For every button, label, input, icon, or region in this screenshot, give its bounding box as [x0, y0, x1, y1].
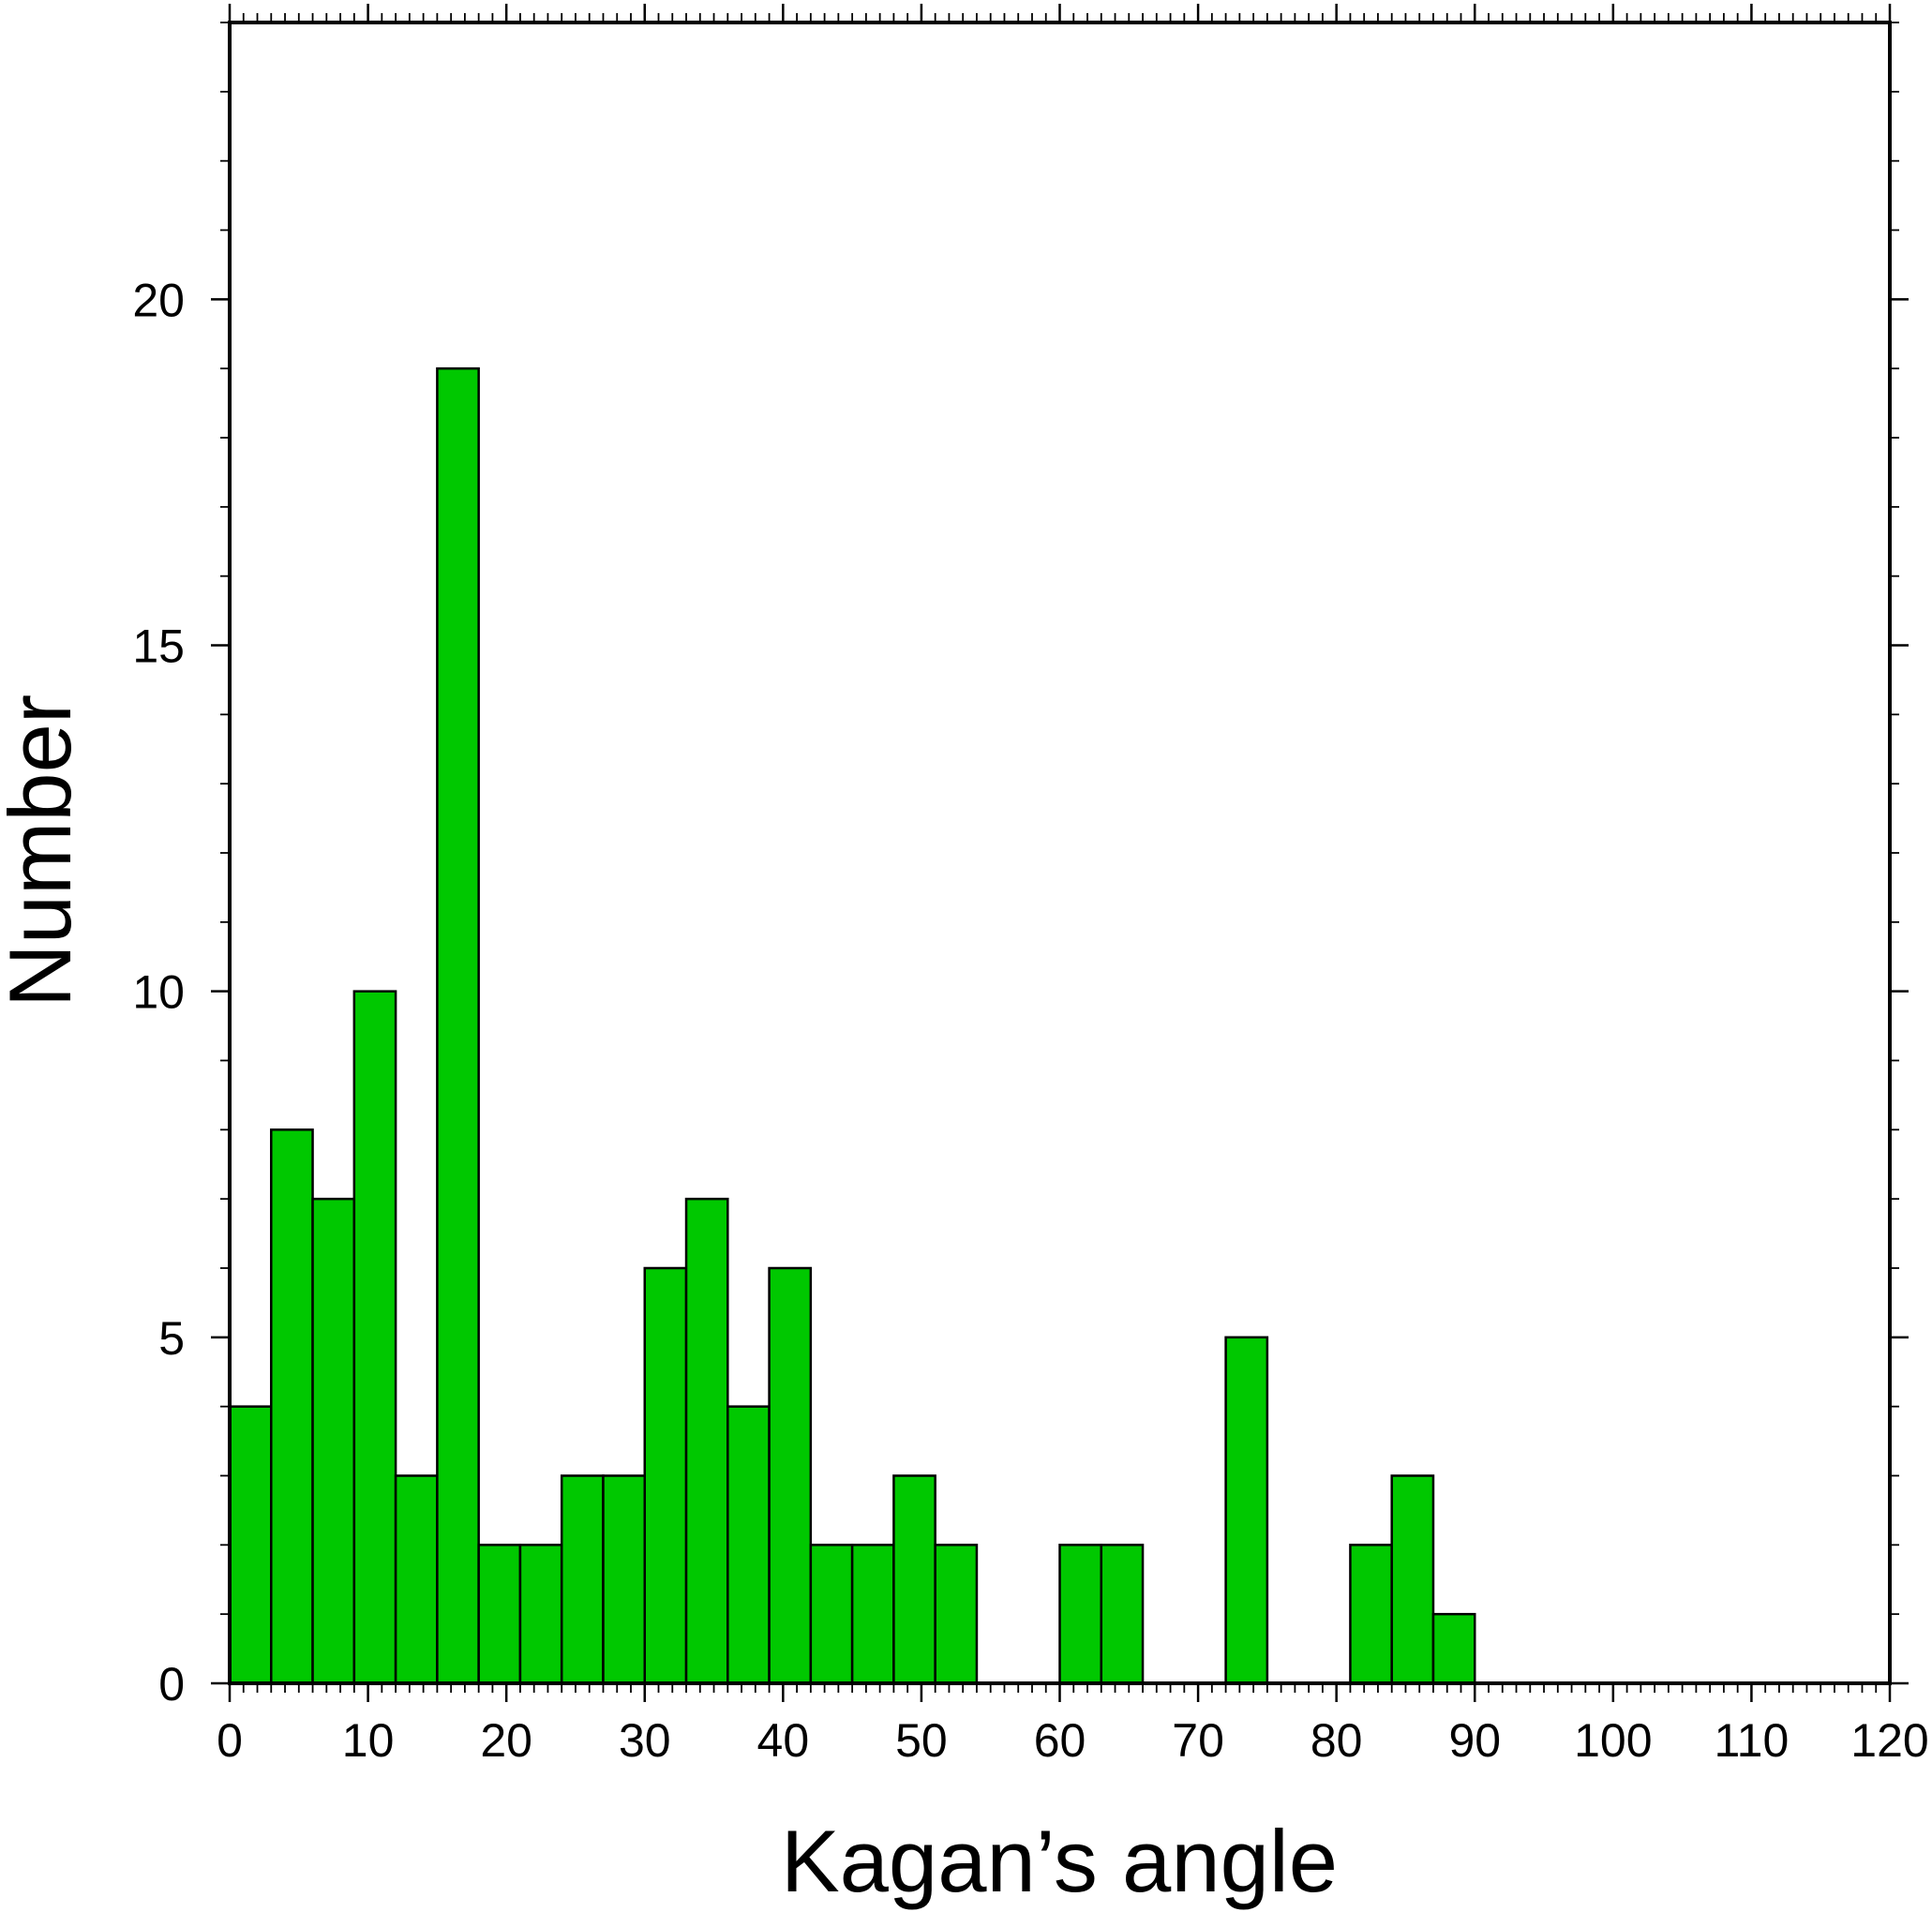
plot-frame — [228, 21, 1892, 1685]
y-axis-title: Number — [0, 695, 89, 1008]
histogram-bar — [270, 1128, 314, 1685]
histogram-bar — [518, 1544, 563, 1685]
x-tick-labels: 0 10 20 30 40 50 60 70 80 90 100 110 120 — [217, 1714, 1929, 1767]
x-tick-label: 60 — [1034, 1714, 1086, 1767]
histogram-bar — [1058, 1544, 1103, 1685]
histogram-bar — [850, 1544, 895, 1685]
histogram-bar — [643, 1266, 688, 1685]
x-tick-label: 90 — [1448, 1714, 1501, 1767]
x-tick-label: 20 — [480, 1714, 532, 1767]
x-tick-label: 110 — [1715, 1714, 1790, 1767]
histogram-bar — [1224, 1336, 1269, 1685]
y-tick-label: 5 — [158, 1312, 185, 1365]
y-tick-label: 0 — [158, 1658, 185, 1710]
histogram-bar — [228, 1405, 273, 1685]
x-tick-label: 10 — [342, 1714, 395, 1767]
x-tick-label: 30 — [619, 1714, 671, 1767]
x-tick-label: 100 — [1574, 1714, 1652, 1767]
histogram-bar — [602, 1474, 646, 1685]
histogram-bar — [352, 990, 397, 1685]
y-tick-label: 10 — [132, 966, 185, 1019]
x-tick-label: 80 — [1310, 1714, 1363, 1767]
histogram-bar — [1431, 1612, 1476, 1685]
x-tick-label: 40 — [757, 1714, 810, 1767]
y-tick-labels: 0 5 10 15 20 — [132, 274, 185, 1710]
histogram-bar — [394, 1474, 439, 1685]
histogram-bar — [892, 1474, 936, 1685]
y-tick-label: 15 — [132, 620, 185, 673]
histogram-bar — [560, 1474, 605, 1685]
x-tick-label: 120 — [1850, 1714, 1928, 1767]
histogram-bar — [684, 1197, 729, 1685]
x-tick-label: 50 — [895, 1714, 948, 1767]
histogram-bar — [726, 1405, 771, 1685]
x-tick-label: 0 — [217, 1714, 243, 1767]
x-tick-label: 70 — [1172, 1714, 1224, 1767]
y-tick-label: 20 — [132, 274, 185, 326]
histogram-bar — [1100, 1544, 1145, 1685]
x-axis-title: Kagan’s angle — [781, 1812, 1338, 1910]
histogram-bar — [809, 1544, 854, 1685]
bars — [228, 366, 1476, 1685]
histogram-bar — [1349, 1544, 1393, 1685]
histogram-bar — [436, 366, 480, 1685]
histogram-bar — [477, 1544, 522, 1685]
histogram-bar — [311, 1197, 356, 1685]
histogram-bar — [768, 1266, 813, 1685]
histogram-bar — [934, 1544, 979, 1685]
histogram-bar — [1390, 1474, 1435, 1685]
